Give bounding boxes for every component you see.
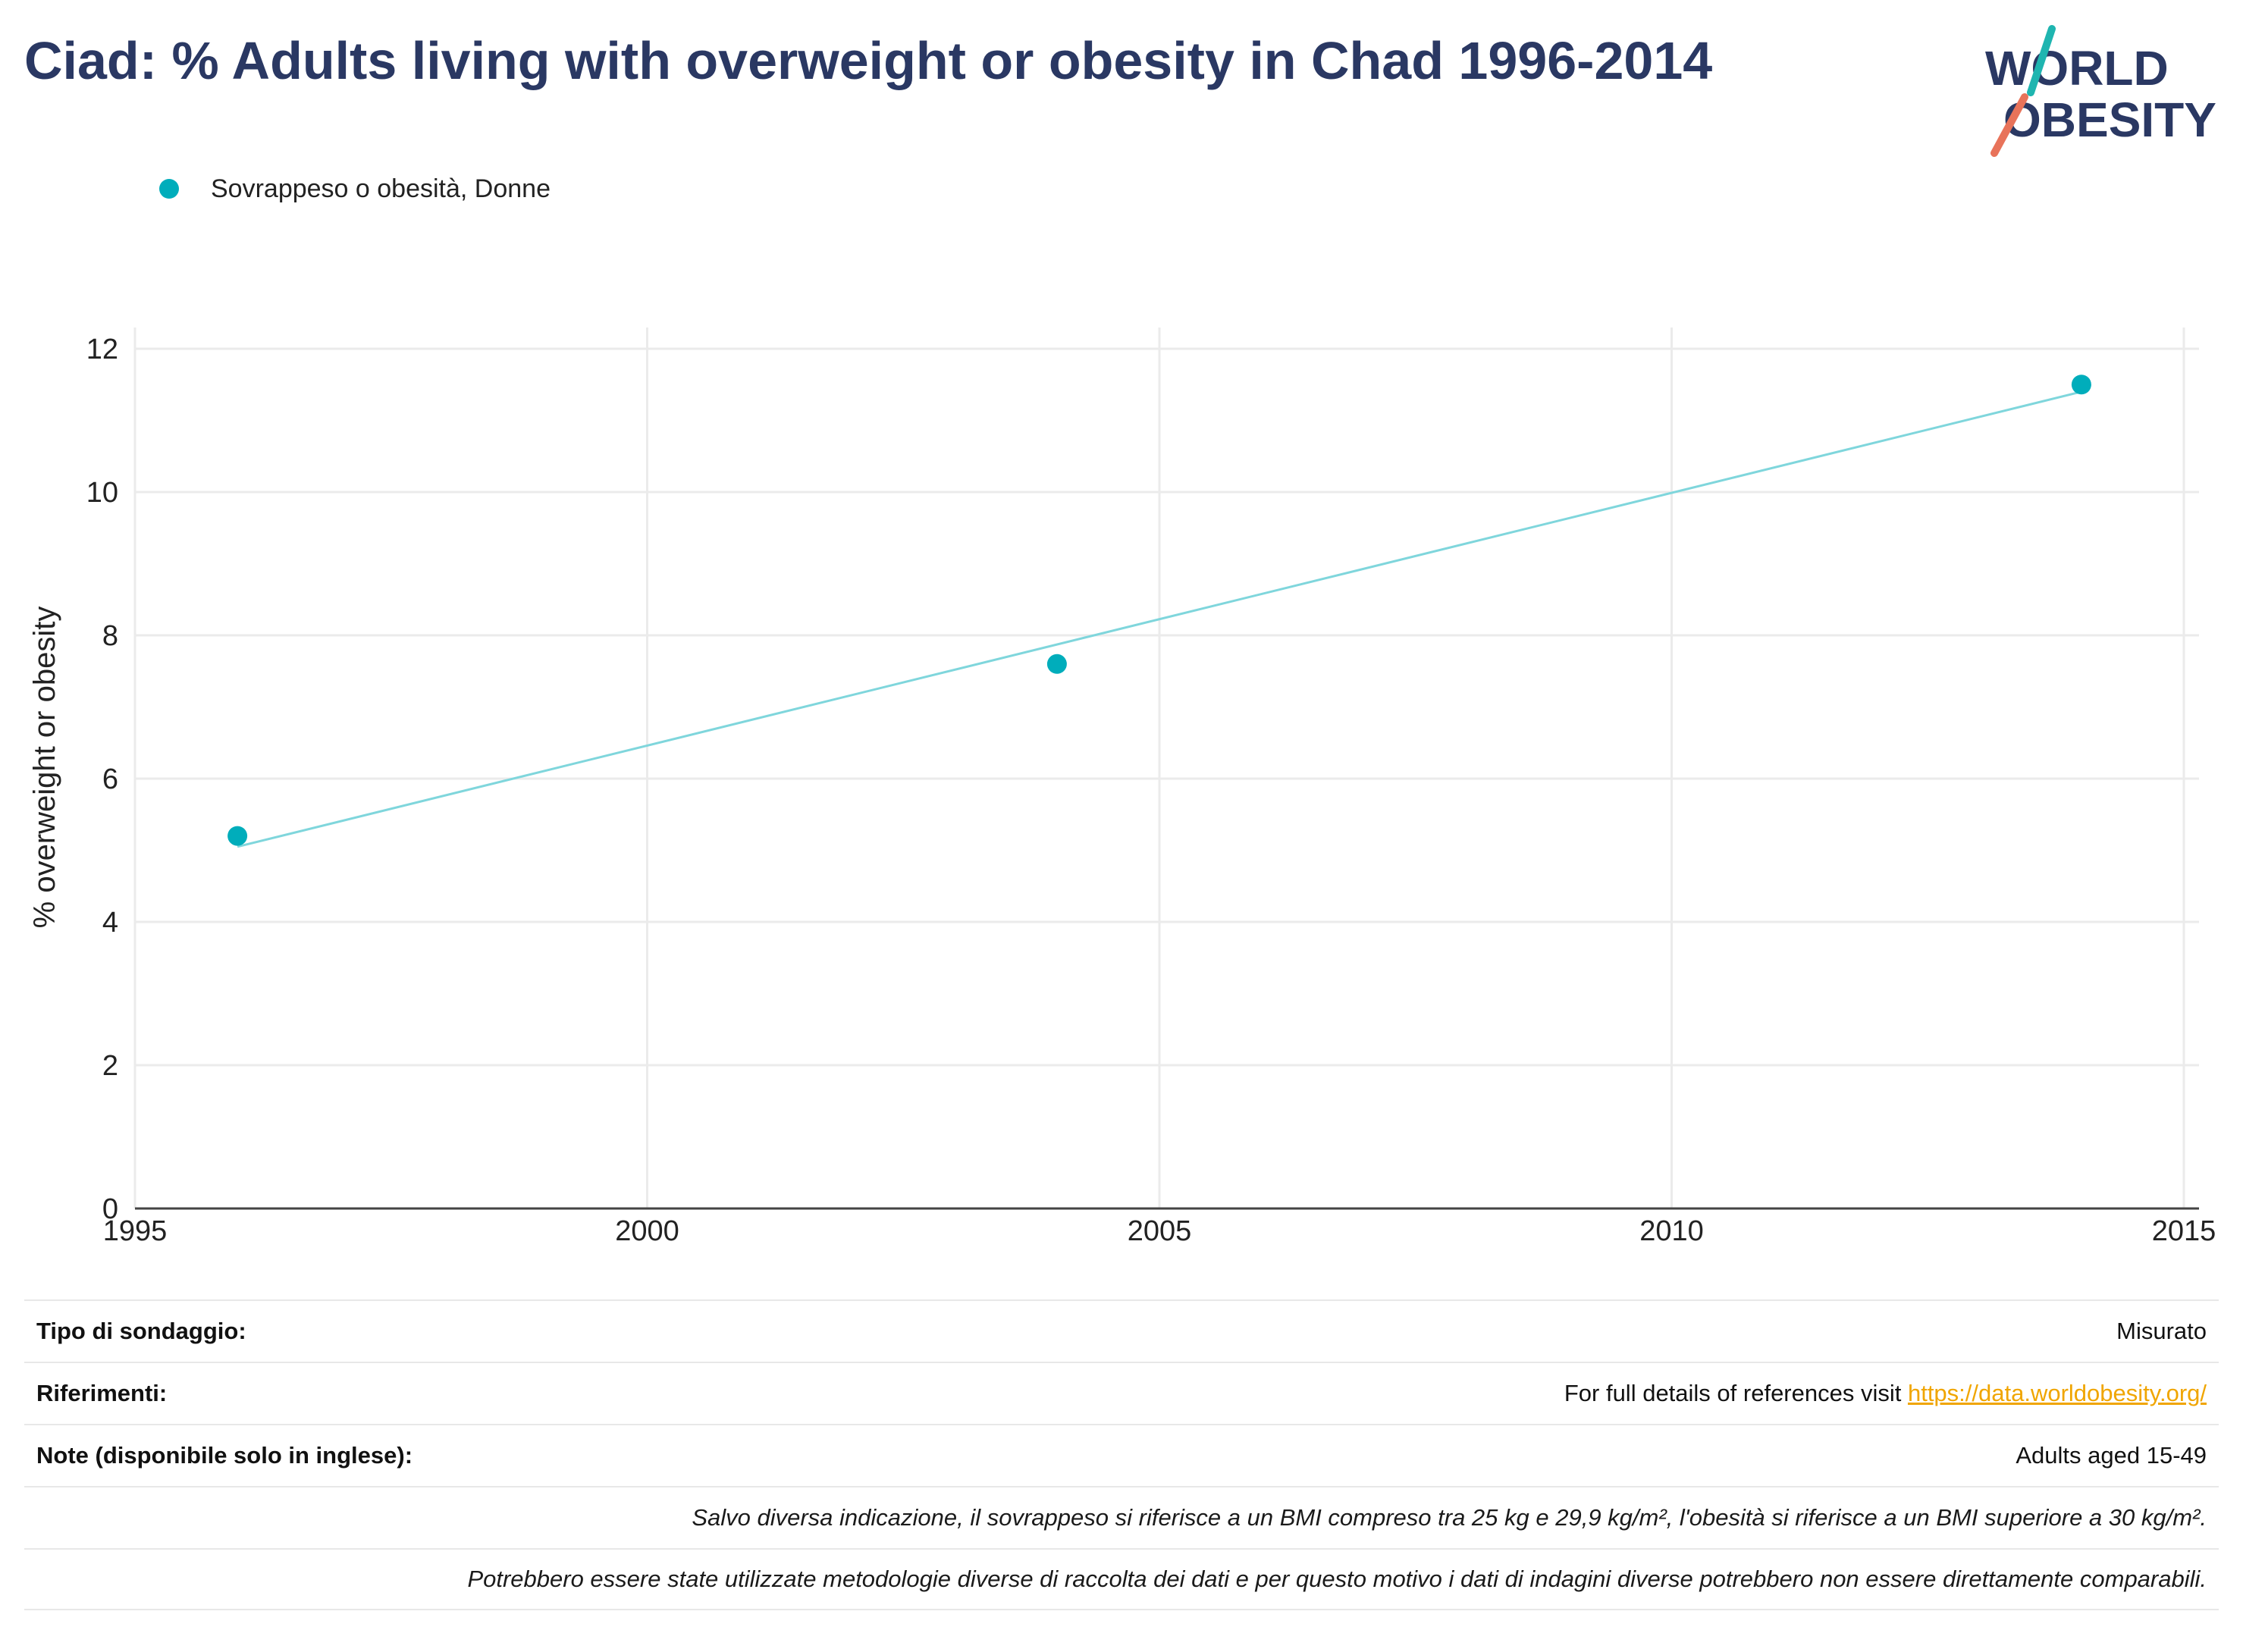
trendline-group [237,390,2082,848]
x-tick-label-2010: 2010 [1639,1215,1704,1247]
row-survey-type: Tipo di sondaggio: Misurato [24,1299,2219,1362]
trendline [237,390,2082,848]
references-value: For full details of references visit htt… [1564,1380,2207,1407]
legend-marker [159,179,179,199]
survey-type-value: Misurato [2116,1318,2207,1344]
y-tick-label-0: 0 [102,1193,118,1225]
x-tick-label-1995: 1995 [103,1215,168,1247]
references-link[interactable]: https://data.worldobesity.org/ [1907,1380,2207,1406]
y-tick-label-12: 12 [86,334,118,365]
row-references: Riferimenti: For full details of referen… [24,1362,2219,1424]
world-obesity-logo: WORLD OBESITY [1985,25,2216,157]
references-label: Riferimenti: [36,1380,168,1406]
logo-slash-teal [2027,25,2056,96]
y-axis-label: % overweight or obesity [28,607,61,929]
note-methodology-text: Potrebbero essere state utilizzate metod… [467,1566,2207,1592]
y-tick-label-2: 2 [102,1050,118,1082]
logo-word-obesity: OBESITY [2003,92,2216,147]
survey-type-label: Tipo di sondaggio: [36,1318,246,1344]
notes-value: Adults aged 15-49 [2016,1442,2207,1469]
data-point-2004 [1046,654,1067,674]
scatter-chart: 1995 2000 2005 2010 2015 0 2 4 6 8 10 12 % overweig… [28,328,2216,1247]
note-bmi-definition: Salvo diversa indicazione, il sovrappeso… [24,1486,2219,1548]
x-tick-label-2000: 2000 [615,1215,679,1247]
legend-label: Sovrappeso o obesità, Donne [211,174,551,203]
logo-word-world: WORLD [1985,41,2169,96]
y-tick-label-4: 4 [102,907,118,939]
data-points [227,375,2091,846]
chart-grid [133,328,2199,1208]
notes-label: Note (disponibile solo in inglese): [36,1442,413,1469]
logo-slash-coral [1990,93,2028,157]
references-text: For full details of references visit [1564,1380,1908,1406]
y-tick-label-10: 10 [86,477,118,509]
data-point-2014 [2071,375,2091,395]
page-title: Ciad: % Adults living with overweight or… [24,31,1713,90]
data-point-1996 [227,826,248,846]
y-tick-label-6: 6 [102,763,118,795]
x-tick-label-2015: 2015 [2152,1215,2216,1247]
note-bmi-text: Salvo diversa indicazione, il sovrappeso… [692,1504,2207,1531]
row-notes: Note (disponibile solo in inglese): Adul… [24,1424,2219,1486]
y-tick-label-8: 8 [102,620,118,652]
info-table: Tipo di sondaggio: Misurato Riferimenti:… [24,1299,2219,1610]
x-tick-label-2005: 2005 [1128,1215,1192,1247]
chart-legend: Sovrappeso o obesità, Donne [159,170,551,208]
note-methodology: Potrebbero essere state utilizzate metod… [24,1548,2219,1610]
chart-tick-labels: 1995 2000 2005 2010 2015 0 2 4 6 8 10 12 [86,334,2216,1247]
